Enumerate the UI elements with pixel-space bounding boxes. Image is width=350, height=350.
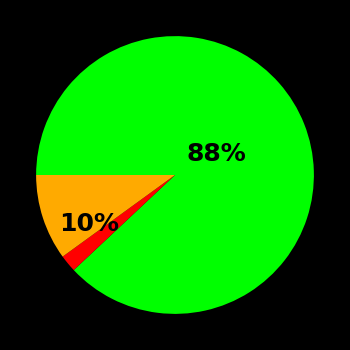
- Text: 10%: 10%: [59, 212, 119, 236]
- Wedge shape: [36, 175, 175, 257]
- Wedge shape: [63, 175, 175, 270]
- Text: 88%: 88%: [187, 142, 246, 166]
- Wedge shape: [36, 36, 314, 314]
